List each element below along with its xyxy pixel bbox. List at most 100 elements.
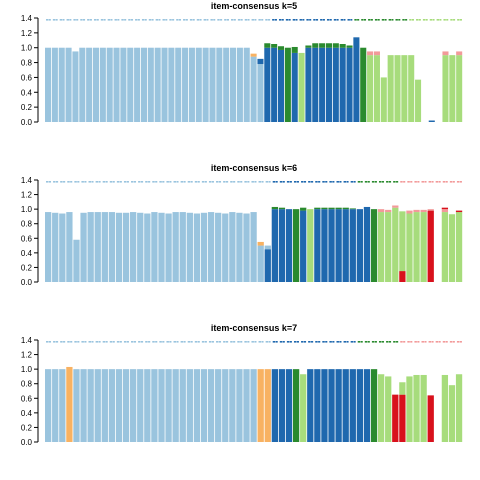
bar-segment <box>328 207 335 210</box>
bar-segment <box>332 47 339 122</box>
class-strip-mark <box>159 341 162 343</box>
class-strip-mark <box>173 181 177 183</box>
bar-segment <box>72 51 79 122</box>
class-strip-mark <box>208 181 212 183</box>
y-tick-label: 0.2 <box>21 103 33 112</box>
class-strip-mark <box>303 181 307 183</box>
bar-segment <box>373 55 380 123</box>
bar-segment <box>305 47 312 122</box>
class-strip-mark <box>322 19 325 21</box>
class-strip-mark <box>81 181 84 183</box>
bar-segment <box>264 43 271 48</box>
class-strip-mark <box>135 19 138 21</box>
y-tick-label: 0.8 <box>21 380 33 389</box>
bar-segment <box>380 77 387 122</box>
class-strip-mark <box>354 19 357 21</box>
class-strip-mark <box>46 19 49 21</box>
class-strip-mark <box>425 19 428 21</box>
bar-segment <box>193 213 201 282</box>
bar-segment <box>175 47 182 122</box>
bar-segment <box>179 369 186 442</box>
class-strip-mark <box>398 19 401 21</box>
bar-segment <box>415 79 422 122</box>
bar-segment <box>342 369 349 442</box>
class-strip-mark <box>388 19 392 21</box>
class-strip-mark <box>218 181 222 183</box>
class-strip-mark <box>274 19 277 21</box>
class-strip-mark <box>333 19 337 21</box>
bar-segment <box>120 47 127 122</box>
class-strip-mark <box>410 181 413 183</box>
class-strip-mark <box>96 19 99 21</box>
class-strip-mark <box>176 341 179 343</box>
class-strip-mark <box>347 19 350 21</box>
class-strip-mark <box>247 19 250 21</box>
bar-segment <box>449 55 456 123</box>
class-strip-mark <box>261 341 264 343</box>
y-tick-label: 1.4 <box>21 176 33 185</box>
class-strip-mark <box>187 181 191 183</box>
class-strip-mark <box>53 181 56 183</box>
class-strip-mark <box>144 19 147 21</box>
bar-segment <box>168 47 175 122</box>
y-tick-label: 0.2 <box>21 423 33 432</box>
y-tick-label: 1.0 <box>21 44 33 53</box>
y-tick-label: 1.2 <box>21 191 33 200</box>
class-strip-mark <box>251 341 254 343</box>
class-strip-mark <box>176 181 179 183</box>
class-strip-mark <box>400 341 403 343</box>
bar-segment <box>65 47 72 122</box>
class-strip-mark <box>93 19 97 21</box>
class-strip-mark <box>418 19 421 21</box>
class-strip-mark <box>233 19 236 21</box>
bar-segment <box>413 212 420 282</box>
class-strip-mark <box>381 19 385 21</box>
bar-segment <box>51 47 58 122</box>
bar-segment <box>455 374 463 442</box>
bar-segment <box>377 374 385 442</box>
bar-segment <box>441 207 449 210</box>
class-strip-mark <box>407 181 410 183</box>
class-strip-mark <box>254 181 257 183</box>
class-strip-mark <box>178 19 182 21</box>
bar-segment <box>172 369 179 442</box>
class-strip-mark <box>176 19 179 21</box>
class-strip-mark <box>282 181 285 183</box>
bar-segment <box>342 209 349 282</box>
class-strip-mark <box>367 341 370 343</box>
class-strip-mark <box>286 341 290 343</box>
class-strip-mark <box>123 341 127 343</box>
class-strip-mark <box>296 341 299 343</box>
bar-segment <box>108 369 116 442</box>
class-strip-mark <box>421 341 424 343</box>
class-strip-mark <box>388 181 392 183</box>
class-strip-mark <box>240 341 243 343</box>
bar-segment <box>278 369 286 442</box>
consensus-panel-k6: item-consensus k=6 0.0 0.2 0.4 0.6 0.8 1.0 1.2 1… <box>21 163 463 287</box>
class-strip-mark <box>204 341 207 343</box>
bar-segment <box>257 369 264 442</box>
class-strip-mark <box>67 341 70 343</box>
bar-segment <box>392 394 399 442</box>
class-strip-mark <box>53 341 56 343</box>
chart-title: item-consensus k=7 <box>211 323 297 333</box>
class-strip-mark <box>88 181 91 183</box>
bar-segment <box>165 369 172 442</box>
class-strip-mark <box>204 181 207 183</box>
bar-segment <box>455 210 463 213</box>
class-strip-mark <box>119 341 122 343</box>
bar-segment <box>94 369 101 442</box>
bar-segment <box>370 369 378 442</box>
bar-segment <box>113 47 120 122</box>
bar-segment <box>349 208 356 210</box>
class-strip-mark <box>449 341 453 343</box>
class-strip-mark <box>459 181 462 183</box>
class-strip-mark <box>295 19 298 21</box>
bar-segment <box>188 47 195 122</box>
class-strip-mark <box>183 19 186 21</box>
bar-segment <box>222 213 229 282</box>
class-strip-mark <box>137 19 140 21</box>
class-strip-mark <box>396 181 399 183</box>
class-strip-mark <box>303 341 307 343</box>
class-strip-mark <box>320 19 323 21</box>
